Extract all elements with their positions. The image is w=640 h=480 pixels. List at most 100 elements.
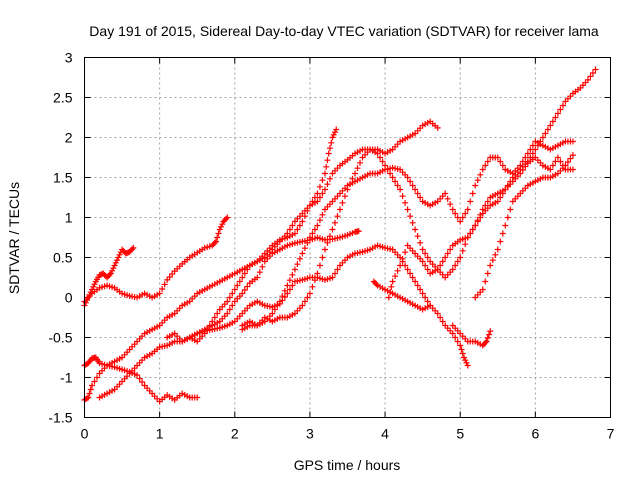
data-point	[226, 306, 233, 313]
x-tick-label: 3	[306, 426, 314, 442]
data-point	[304, 207, 311, 214]
data-point	[231, 286, 238, 293]
data-point	[499, 230, 506, 237]
data-point	[385, 294, 392, 301]
data-point	[349, 175, 356, 182]
data-point	[311, 194, 318, 201]
data-point	[567, 155, 574, 162]
data-point	[547, 166, 554, 173]
y-tick-label: 3	[65, 50, 73, 66]
data-point	[419, 258, 426, 265]
data-point	[244, 283, 251, 290]
data-point	[106, 271, 113, 278]
data-point	[389, 278, 396, 285]
data-point	[434, 266, 441, 273]
data-point	[422, 294, 429, 301]
y-tick-label: 0	[65, 290, 73, 306]
data-point	[464, 206, 471, 213]
data-point	[464, 362, 471, 369]
data-point	[314, 198, 321, 205]
data-point	[437, 262, 444, 269]
data-point	[316, 194, 323, 201]
data-point	[254, 274, 261, 281]
data-point	[487, 262, 494, 269]
x-tick-label: 6	[531, 426, 539, 442]
data-point	[449, 206, 456, 213]
data-point	[402, 249, 409, 256]
data-point	[394, 267, 401, 274]
data-point	[537, 138, 544, 145]
data-point	[373, 281, 380, 288]
data-point	[86, 390, 93, 397]
data-point	[472, 222, 479, 229]
data-point	[434, 310, 441, 317]
data-point	[279, 297, 286, 304]
data-point	[114, 257, 121, 264]
series-arc-3	[81, 354, 201, 405]
data-point	[306, 290, 313, 297]
data-point	[306, 234, 313, 241]
data-point	[116, 251, 123, 258]
data-point	[458, 346, 465, 353]
data-point	[304, 294, 311, 301]
data-point	[412, 186, 419, 193]
data-point	[544, 126, 551, 133]
data-point	[532, 146, 539, 153]
data-point	[323, 163, 330, 170]
data-point	[224, 310, 231, 317]
data-point	[352, 170, 359, 177]
data-point	[110, 265, 117, 272]
data-point	[224, 214, 231, 221]
data-point	[289, 282, 296, 289]
data-point	[269, 310, 276, 317]
data-point	[462, 241, 469, 248]
data-point	[409, 219, 416, 226]
data-point	[527, 146, 534, 153]
data-point	[444, 250, 451, 257]
data-point	[281, 293, 288, 300]
data-point	[213, 238, 219, 245]
data-point	[109, 267, 116, 274]
data-point	[326, 175, 333, 182]
data-point	[339, 199, 346, 206]
data-point	[552, 114, 559, 121]
data-point	[487, 328, 494, 335]
data-point	[529, 150, 536, 157]
data-point	[223, 215, 230, 222]
data-point	[444, 195, 451, 202]
data-point	[497, 238, 504, 245]
data-point	[463, 359, 470, 366]
data-point	[424, 266, 431, 273]
data-point	[459, 214, 466, 221]
data-point	[215, 230, 222, 237]
data-point	[333, 126, 340, 133]
data-point	[409, 274, 416, 281]
data-point	[387, 170, 394, 177]
data-point	[557, 106, 564, 113]
data-point	[389, 174, 396, 181]
data-point	[459, 247, 466, 254]
data-point	[534, 142, 541, 149]
data-point	[259, 263, 266, 270]
data-point	[309, 230, 316, 237]
data-point	[484, 158, 491, 165]
data-point	[306, 202, 313, 209]
data-point	[547, 122, 554, 129]
data-point	[569, 138, 576, 145]
data-point	[522, 154, 529, 161]
data-point	[324, 157, 331, 164]
data-point	[414, 282, 421, 289]
data-point	[326, 145, 333, 152]
data-point	[489, 257, 496, 264]
data-point	[159, 285, 166, 292]
data-point	[379, 158, 386, 165]
data-point	[321, 186, 328, 193]
data-point	[434, 124, 441, 131]
data-point	[316, 183, 323, 190]
data-point	[216, 226, 223, 233]
data-point	[492, 251, 499, 258]
data-point	[241, 287, 248, 294]
data-point	[91, 281, 98, 288]
series-arc-1	[81, 244, 137, 309]
data-point	[239, 290, 246, 297]
